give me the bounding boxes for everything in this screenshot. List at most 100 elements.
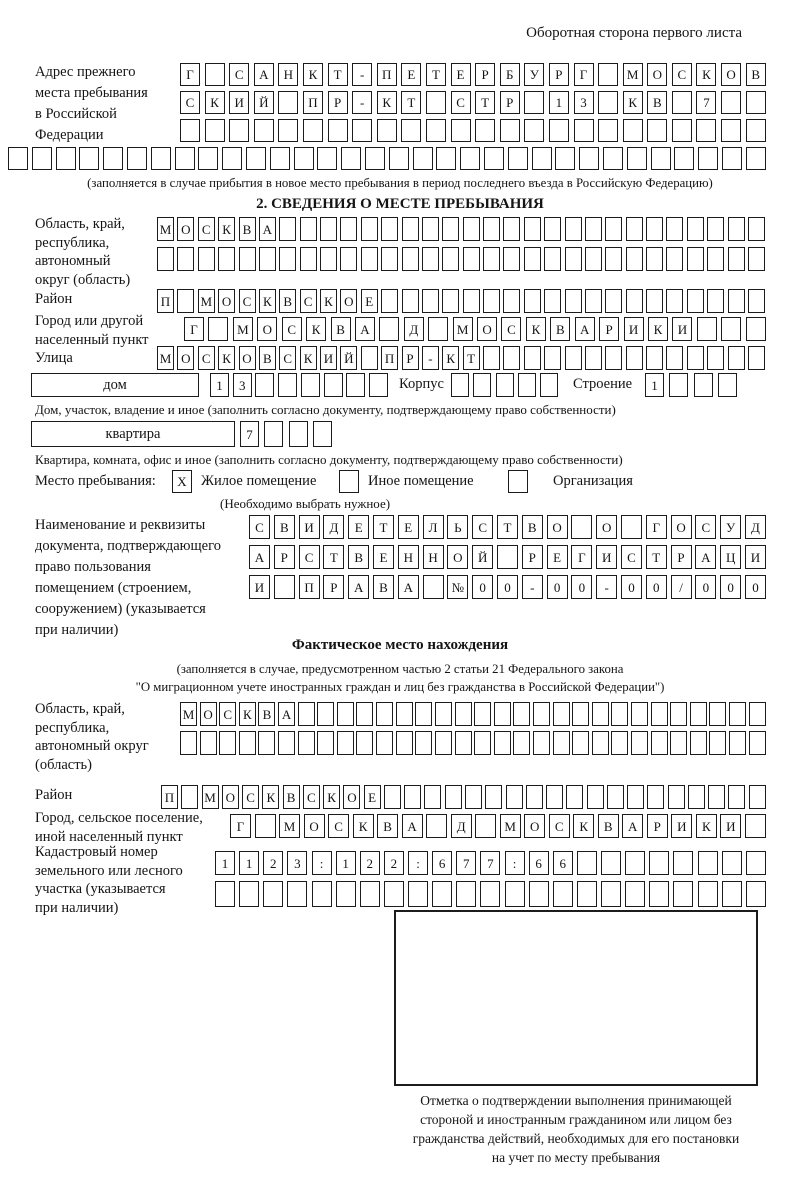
- char-cell: С: [548, 814, 570, 838]
- char-cell: [376, 702, 394, 726]
- char-cell: [591, 731, 609, 755]
- char-cell: [552, 881, 573, 907]
- char-cell: [625, 851, 646, 875]
- char-cell: [434, 731, 452, 755]
- char-cell: [263, 881, 284, 907]
- char-cell: [605, 217, 623, 241]
- char-cell: [208, 317, 229, 341]
- char-cell: [421, 217, 439, 241]
- char-cell: Г: [230, 814, 251, 838]
- char-cell: [650, 147, 671, 170]
- char-cell: [744, 814, 766, 838]
- char-cell: Б: [499, 63, 520, 86]
- char-cell: [383, 785, 401, 809]
- char-cell: А: [258, 217, 276, 241]
- char-cell: [544, 346, 562, 370]
- text-line: республика,: [35, 719, 110, 736]
- char-cell: [584, 346, 602, 370]
- hint-mesto: (Необходимо выбрать нужное): [220, 496, 391, 511]
- char-cell: М: [622, 63, 643, 86]
- char-cell: [745, 851, 766, 875]
- char-cell: Р: [327, 91, 348, 114]
- char-cell: [299, 217, 317, 241]
- char-cell: [258, 731, 276, 755]
- char-cell: [404, 785, 422, 809]
- char-cell: [288, 421, 308, 447]
- char-cell: [698, 147, 719, 170]
- row-prev-address-4: [8, 147, 766, 170]
- char-cell: [264, 421, 284, 447]
- char-cell: [591, 702, 609, 726]
- char-cell: [625, 346, 643, 370]
- char-cell: [598, 119, 619, 142]
- header-note: Оборотная сторона первого листа: [526, 25, 742, 41]
- text-line: Федерации: [35, 127, 104, 143]
- char-cell: [379, 317, 400, 341]
- char-cell: [462, 217, 480, 241]
- char-cell: М: [279, 814, 301, 838]
- char-cell: С: [328, 814, 350, 838]
- char-cell: Р: [273, 545, 295, 569]
- char-cell: [341, 147, 362, 170]
- char-cell: П: [376, 63, 397, 86]
- checkbox-zhiloe: X: [172, 470, 192, 493]
- char-cell: А: [695, 545, 717, 569]
- char-cell: П: [157, 289, 174, 313]
- char-cell: К: [525, 317, 546, 341]
- char-cell: [686, 289, 704, 313]
- char-cell: [412, 147, 433, 170]
- char-cell: В: [238, 217, 256, 241]
- text-line: стороной и иностранным гражданином или л…: [420, 1112, 732, 1127]
- char-cell: [255, 373, 275, 397]
- char-cell: [552, 731, 570, 755]
- char-cell: [572, 731, 590, 755]
- caption-dom: Дом, участок, владение и иное (заполнить…: [35, 402, 616, 417]
- char-cell: И: [320, 346, 337, 370]
- char-cell: [401, 217, 419, 241]
- char-cell: [544, 247, 562, 271]
- char-cell: П: [302, 91, 323, 114]
- char-cell: [381, 289, 399, 313]
- kvartira-box: квартира: [31, 421, 235, 447]
- char-cell: №: [447, 575, 469, 599]
- text-line: места пребывания: [35, 85, 148, 101]
- caption-prev-address: (заполняется в случае прибытия в новое м…: [87, 176, 713, 190]
- label-ulitsa: Улица: [35, 350, 73, 366]
- char-cell: [707, 289, 725, 313]
- char-cell: 7: [696, 91, 717, 114]
- char-cell: П: [298, 575, 320, 599]
- char-cell: [606, 785, 624, 809]
- text-line: Отметка о подтверждении выполнения прини…: [420, 1093, 732, 1108]
- char-cell: [548, 119, 569, 142]
- char-cell: [395, 702, 413, 726]
- char-cell: О: [670, 515, 692, 539]
- char-cell: А: [574, 317, 595, 341]
- char-cell: С: [219, 702, 237, 726]
- char-cell: [483, 346, 500, 370]
- char-cell: 0: [472, 575, 494, 599]
- char-cell: К: [622, 91, 643, 114]
- char-cell: [601, 881, 621, 907]
- char-cell: [605, 346, 623, 370]
- char-cell: [287, 881, 308, 907]
- text-line: документа, подтверждающего: [35, 538, 221, 554]
- char-cell: О: [238, 346, 256, 370]
- char-cell: Р: [521, 545, 543, 569]
- char-cell: [523, 247, 541, 271]
- char-cell: [442, 289, 460, 313]
- label-organizatsiya: Организация: [553, 473, 633, 489]
- char-cell: [532, 731, 550, 755]
- char-cell: [721, 317, 742, 341]
- text-line: (область): [35, 756, 92, 773]
- text-line: при наличии): [35, 622, 119, 638]
- char-cell: [721, 851, 742, 875]
- char-cell: К: [320, 289, 337, 313]
- char-cell: И: [623, 317, 644, 341]
- char-cell: Д: [450, 814, 472, 838]
- char-cell: [496, 545, 518, 569]
- char-cell: -: [596, 575, 618, 599]
- label-rayon: Район: [35, 291, 73, 307]
